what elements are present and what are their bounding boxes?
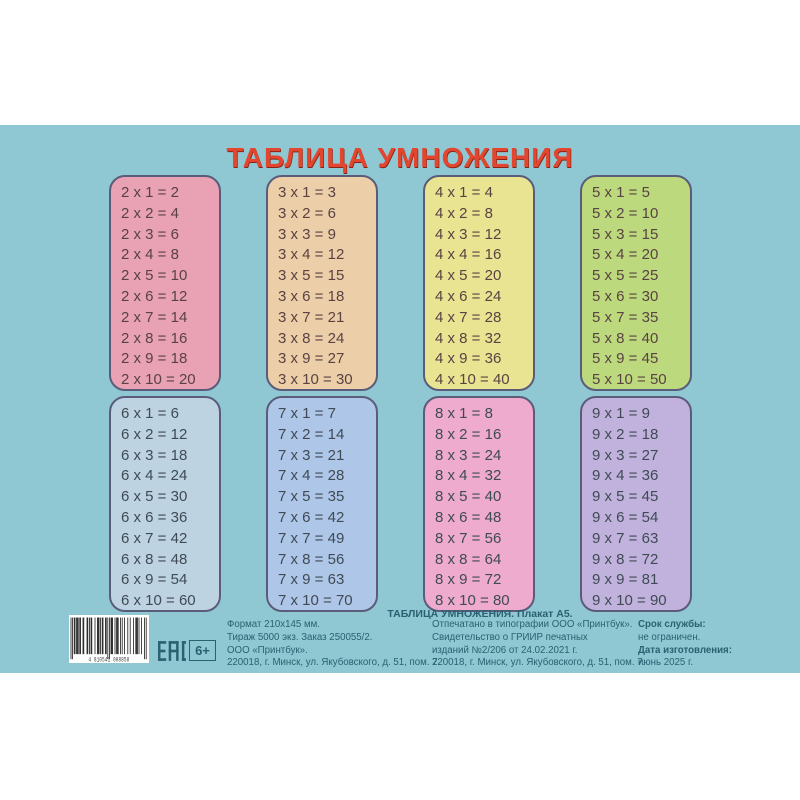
svg-text:4 810541 008858: 4 810541 008858 [89, 656, 130, 663]
